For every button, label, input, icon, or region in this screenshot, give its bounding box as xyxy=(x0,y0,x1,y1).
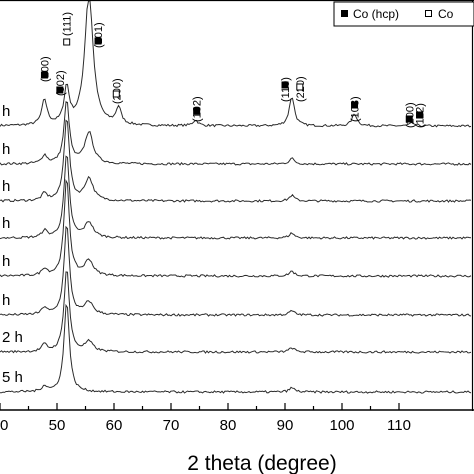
series-label-7: 2 h xyxy=(2,329,23,346)
x-tick-labels: 40 50 60 70 80 90 100 110 xyxy=(0,417,411,434)
hcp-marker-2 xyxy=(56,86,64,94)
x-tick-label-70: 70 xyxy=(163,417,180,434)
xrd-curve-8 xyxy=(0,303,472,394)
series-label-6: h xyxy=(2,292,10,309)
x-axis xyxy=(0,403,474,411)
hcp-marker-6 xyxy=(193,107,201,115)
legend-filled-square-icon xyxy=(341,10,348,17)
xrd-curve-4 xyxy=(0,155,472,240)
legend-label-hcp: Co (hcp) xyxy=(353,7,399,21)
x-tick-label-100: 100 xyxy=(329,417,354,434)
series-label-3: h xyxy=(2,178,10,195)
xrd-curve-1 xyxy=(0,0,472,128)
series-label-4: h xyxy=(2,215,10,232)
legend-open-square-icon xyxy=(425,10,432,17)
hcp-marker-11 xyxy=(416,111,424,119)
legend-label-co: Co xyxy=(438,7,454,21)
hcp-marker-7 xyxy=(281,81,289,89)
peak-label-7: (110) xyxy=(280,77,292,102)
hcp-marker-9 xyxy=(351,101,359,109)
hcp-marker-10 xyxy=(405,115,413,123)
peak-label-9: (103) xyxy=(350,96,362,122)
xrd-curve-3 xyxy=(0,119,472,203)
hcp-marker-4 xyxy=(94,37,102,45)
hcp-marker-1 xyxy=(40,71,48,79)
series-labels: h h h h h h 2 h 5 h xyxy=(2,103,23,386)
xrd-curve-6 xyxy=(0,225,472,317)
x-tick-label-90: 90 xyxy=(277,417,294,434)
x-tick-label-40: 40 xyxy=(0,417,8,434)
open-marker-5 xyxy=(112,90,120,98)
open-marker-8 xyxy=(296,83,304,91)
open-marker-3 xyxy=(63,38,71,46)
xrd-curve-7 xyxy=(0,271,472,354)
series-curves xyxy=(0,0,472,394)
series-label-1: h xyxy=(2,103,10,120)
peak-label-3: (111) xyxy=(62,12,74,36)
series-label-8: 5 h xyxy=(2,369,23,386)
series-label-5: h xyxy=(2,253,10,270)
peak-annotations: (100)(002)(111)(101)(200)(102)(110)(220)… xyxy=(39,12,426,128)
legend: Co (hcp) Co xyxy=(333,1,474,27)
x-tick-label-50: 50 xyxy=(49,417,66,434)
legend-box xyxy=(333,1,474,27)
x-tick-label-60: 60 xyxy=(106,417,123,434)
x-tick-label-110: 110 xyxy=(387,417,411,434)
xrd-curve-2 xyxy=(0,101,472,166)
series-label-2: h xyxy=(2,141,10,158)
x-axis-title: 2 theta (degree) xyxy=(187,452,336,474)
xrd-curve-5 xyxy=(0,178,472,278)
x-tick-label-80: 80 xyxy=(220,417,237,434)
